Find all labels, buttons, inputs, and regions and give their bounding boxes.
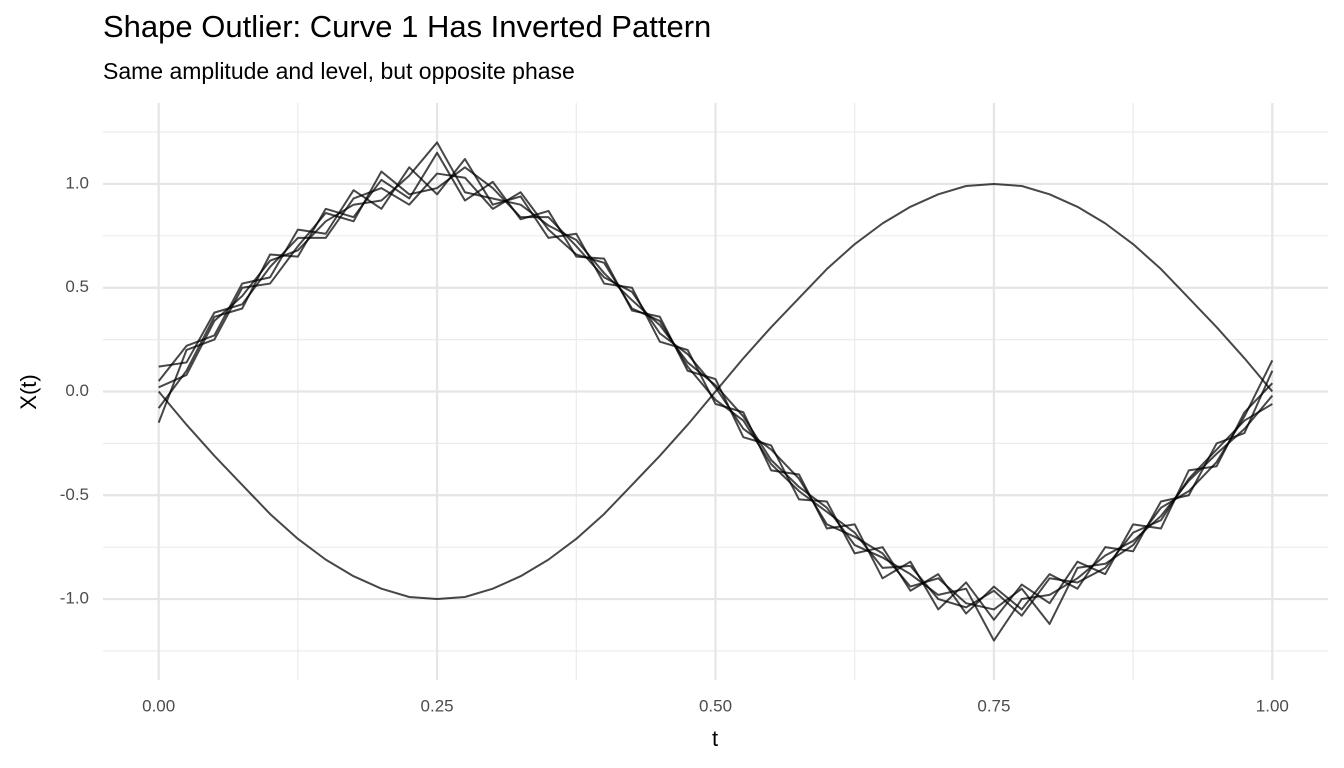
series-line	[158, 172, 1273, 617]
x-tick-label: 0.75	[977, 696, 1010, 715]
x-axis-label: t	[712, 726, 718, 751]
x-tick-label: 1.00	[1256, 696, 1289, 715]
series-line	[158, 141, 1274, 642]
y-tick-label: 1.0	[65, 173, 89, 192]
series-line	[157, 182, 1274, 601]
y-tick-label: -1.0	[60, 589, 89, 608]
lines	[157, 141, 1274, 642]
y-tick-label: -0.5	[60, 485, 89, 504]
chart-subtitle: Same amplitude and level, but opposite p…	[103, 58, 575, 84]
chart-title: Shape Outlier: Curve 1 Has Inverted Patt…	[103, 9, 711, 44]
y-axis-label: X(t)	[16, 374, 41, 409]
x-tick-label: 0.50	[699, 696, 732, 715]
x-tick-label: 0.00	[142, 696, 175, 715]
series-line	[157, 151, 1274, 615]
series-line	[157, 166, 1274, 625]
y-tick-label: 0.5	[65, 277, 89, 296]
x-tick-label: 0.25	[421, 696, 454, 715]
y-tick-label: 0.0	[65, 381, 89, 400]
